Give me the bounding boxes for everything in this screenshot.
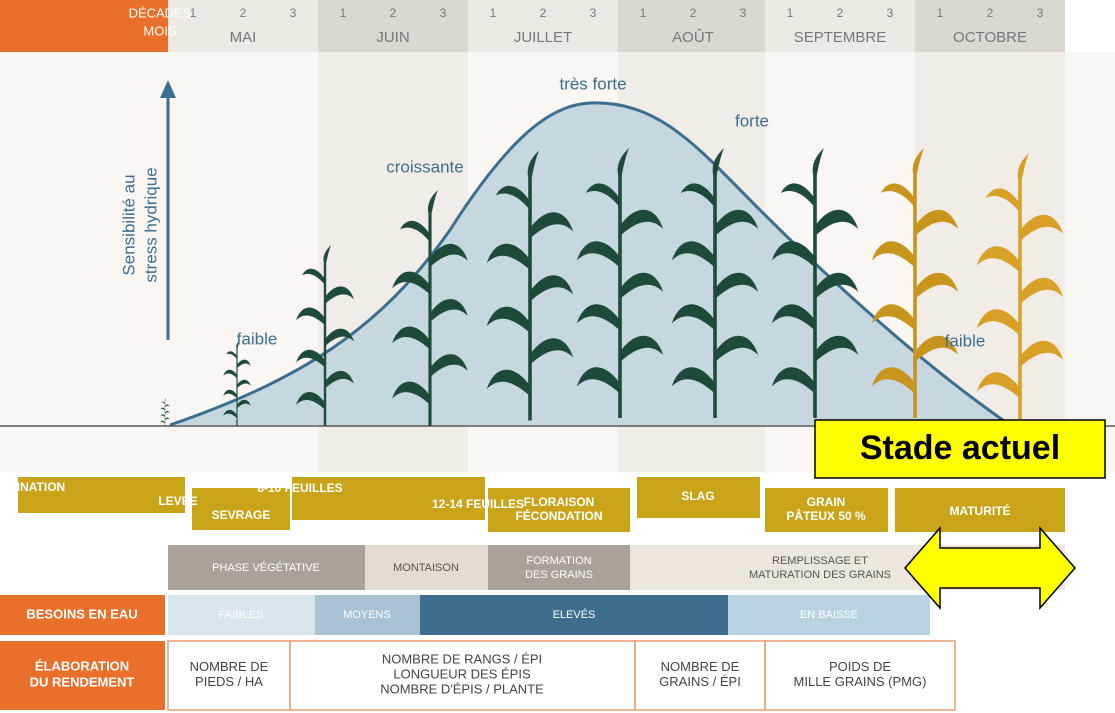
phase: PHASE VÉGÉTATIVE xyxy=(212,561,320,574)
decade: 2 xyxy=(240,6,247,20)
water-level: FAIBLES xyxy=(219,609,264,621)
stage: GERMINATION xyxy=(0,480,65,494)
decade: 3 xyxy=(740,6,747,20)
decade: 1 xyxy=(190,6,197,20)
yield-label: ÉLABORATION xyxy=(35,658,129,673)
phase: REMPLISSAGE ET xyxy=(772,555,868,567)
decade: 2 xyxy=(987,6,994,20)
yield-label: DU RENDEMENT xyxy=(30,674,135,689)
water-level: MOYENS xyxy=(343,609,391,621)
month: SEPTEMBRE xyxy=(794,29,887,46)
decades-label: DÉCADES xyxy=(129,5,192,20)
decade: 3 xyxy=(440,6,447,20)
decade: 2 xyxy=(837,6,844,20)
decade: 1 xyxy=(340,6,347,20)
page: DÉCADES MOIS 1 2 3 MAI 1 2 3 JUIN 1 2 3 JUILLET 1 2 3 AOÛ… xyxy=(0,0,1115,713)
curve-label: très forte xyxy=(559,74,626,93)
phase: FORMATION xyxy=(526,555,591,567)
curve-label: faible xyxy=(945,331,986,350)
stage: 12-14 FEUILLES xyxy=(432,497,524,511)
stage: PÂTEUX 50 % xyxy=(786,508,866,523)
decade: 3 xyxy=(590,6,597,20)
decade: 3 xyxy=(1037,6,1044,20)
decade: 1 xyxy=(787,6,794,20)
decade: 2 xyxy=(690,6,697,20)
phase: DES GRAINS xyxy=(525,569,593,581)
curve-label: forte xyxy=(735,111,769,130)
stage: 8-10 FEUILLES xyxy=(257,481,342,495)
stage: FLORAISON xyxy=(524,495,595,509)
decade: 1 xyxy=(640,6,647,20)
decade: 1 xyxy=(937,6,944,20)
yield-cell: POIDS DE xyxy=(829,659,891,674)
stage: MATURITÉ xyxy=(949,503,1010,518)
stage: SEVRAGE xyxy=(212,508,271,522)
decade: 2 xyxy=(390,6,397,20)
yield-cell: MILLE GRAINS (PMG) xyxy=(794,674,927,689)
yield-cell: LONGUEUR DES ÉPIS xyxy=(393,666,531,681)
yield-cell: NOMBRE DE RANGS / ÉPI xyxy=(382,651,542,666)
yield-cell: NOMBRE DE xyxy=(190,659,269,674)
water-level: ELEVÉS xyxy=(553,608,596,621)
yield-cell: NOMBRE D'ÉPIS / PLANTE xyxy=(380,681,544,696)
month: JUIN xyxy=(376,29,409,46)
curve-label: faible xyxy=(237,329,278,348)
stade-actuel: Stade actuel xyxy=(860,429,1060,467)
yield-cell: PIEDS / HA xyxy=(195,674,263,689)
yield-cell: GRAINS / ÉPI xyxy=(659,674,741,689)
phase: MONTAISON xyxy=(393,562,459,574)
axis-label: Sensibilité au xyxy=(119,174,138,275)
month: JUILLET xyxy=(514,29,572,46)
month: AOÛT xyxy=(672,29,714,46)
curve-label: croissante xyxy=(386,157,463,176)
decade: 3 xyxy=(290,6,297,20)
axis-label: stress hydrique xyxy=(141,167,160,282)
decade: 2 xyxy=(540,6,547,20)
decade: 1 xyxy=(490,6,497,20)
water-label: BESOINS EN EAU xyxy=(26,606,137,621)
phase: MATURATION DES GRAINS xyxy=(749,569,891,581)
stage: FÉCONDATION xyxy=(515,508,602,523)
month: MAI xyxy=(230,29,257,46)
months-label: MOIS xyxy=(143,23,177,38)
stage: SLAG xyxy=(681,489,714,503)
month: OCTOBRE xyxy=(953,29,1027,46)
stage: LEVÉE xyxy=(158,493,197,508)
yield-cell: NOMBRE DE xyxy=(661,659,740,674)
water-level: EN BAISSE xyxy=(800,609,858,621)
decade: 3 xyxy=(887,6,894,20)
stage: GRAIN xyxy=(807,495,846,509)
